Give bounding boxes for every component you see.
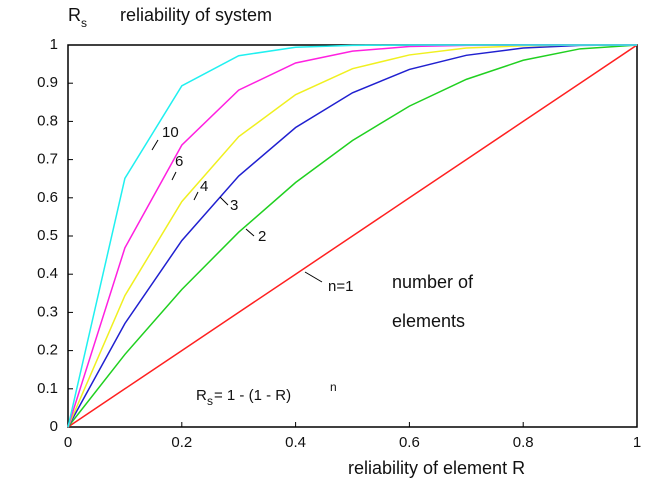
label-leader bbox=[245, 228, 255, 237]
label-leader bbox=[171, 171, 177, 181]
label-leader bbox=[193, 191, 199, 201]
y-tick-label: 0.4 bbox=[37, 265, 58, 282]
x-tick-label: 0 bbox=[64, 434, 72, 451]
formula-symbol: R bbox=[196, 387, 207, 404]
y-tick-label: 0.9 bbox=[37, 74, 58, 91]
line bbox=[67, 44, 638, 428]
x-tick-label: 0.6 bbox=[399, 434, 420, 451]
annotation: elements bbox=[392, 311, 465, 331]
y-tick-label: 0.1 bbox=[37, 380, 58, 397]
y-tick-label: 0.7 bbox=[37, 151, 58, 168]
x-tick-label: 1 bbox=[633, 434, 641, 451]
y-tick-label: 0 bbox=[50, 418, 58, 435]
y-tick-label: 0.5 bbox=[37, 227, 58, 244]
x-tick-label: 0.8 bbox=[513, 434, 534, 451]
series-label: 6 bbox=[175, 153, 183, 170]
x-tick-label: 0.4 bbox=[285, 434, 306, 451]
series-label: n=1 bbox=[328, 278, 353, 295]
y-tick-label: 0.2 bbox=[37, 342, 58, 359]
series-label: 3 bbox=[230, 197, 238, 214]
series-label: 2 bbox=[258, 228, 266, 245]
annotation: number of bbox=[392, 272, 474, 292]
x-tick-label: 0.2 bbox=[171, 434, 192, 451]
y-label: reliability of system bbox=[120, 5, 272, 25]
y-tick-label: 1 bbox=[50, 36, 58, 53]
y-label-symbol: R bbox=[68, 5, 81, 25]
series-label: 10 bbox=[162, 124, 179, 141]
line bbox=[67, 44, 637, 428]
formula: = 1 - (1 - R) bbox=[214, 387, 291, 404]
line bbox=[67, 44, 638, 428]
formula-superscript: n bbox=[330, 380, 337, 394]
y-tick-label: 0.6 bbox=[37, 189, 58, 206]
y-tick-label: 0.8 bbox=[37, 112, 58, 129]
label-leader bbox=[151, 139, 159, 151]
label-leader bbox=[219, 196, 229, 206]
line bbox=[67, 44, 638, 428]
y-label-subscript: s bbox=[81, 16, 87, 30]
label-leader bbox=[304, 271, 323, 283]
formula-subscript: s bbox=[207, 394, 213, 408]
x-label: reliability of element R bbox=[348, 458, 525, 478]
y-tick-label: 0.3 bbox=[37, 303, 58, 320]
series-label: 4 bbox=[200, 178, 208, 195]
